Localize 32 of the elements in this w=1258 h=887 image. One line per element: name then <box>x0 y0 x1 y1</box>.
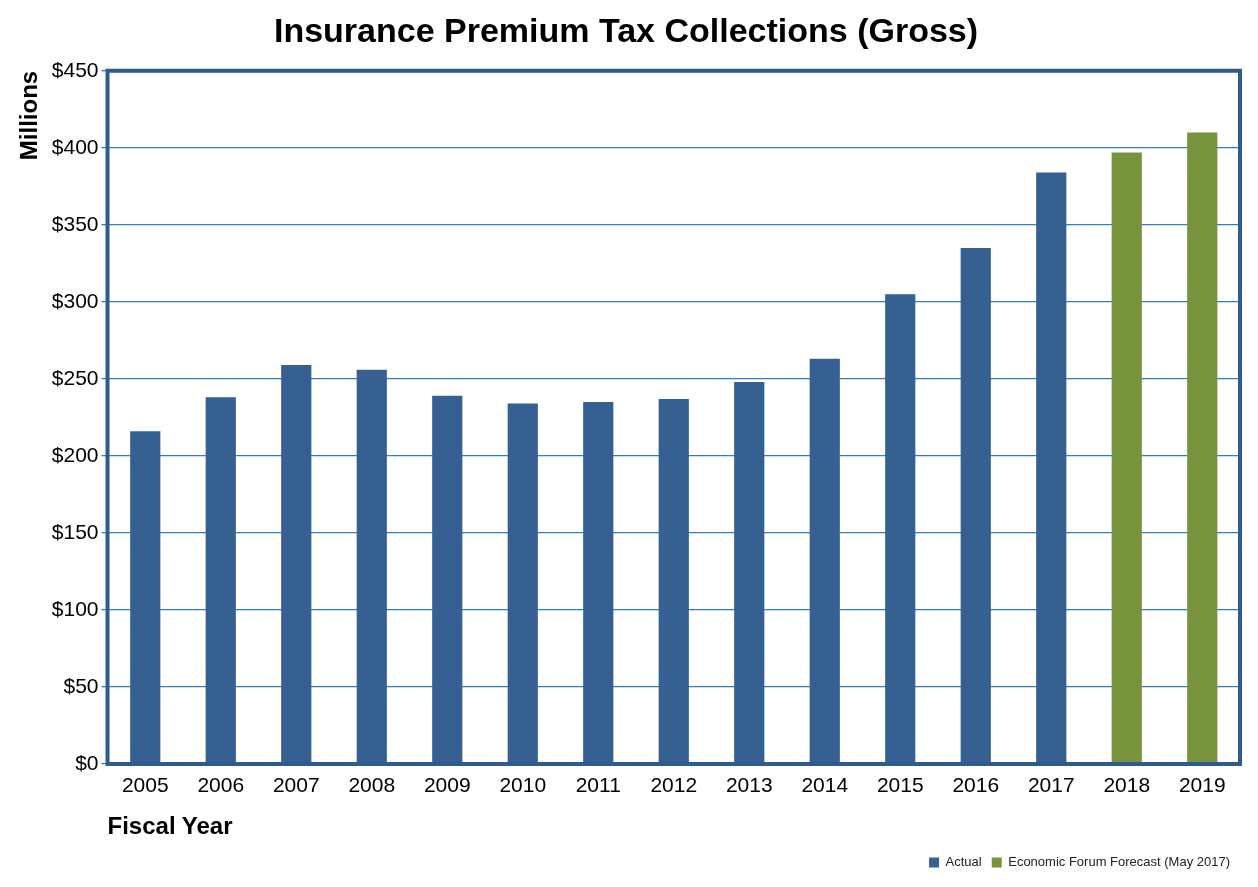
y-tick-label: $400 <box>51 134 99 158</box>
y-axis-title: Millions <box>15 70 43 161</box>
legend-label: Actual <box>945 854 982 870</box>
x-tick-label: 2008 <box>348 773 396 797</box>
x-tick-label: 2006 <box>197 773 245 797</box>
x-tick-label: 2010 <box>499 773 547 797</box>
bar <box>1111 152 1142 764</box>
x-tick-label: 2017 <box>1027 773 1075 797</box>
y-tick-label: $450 <box>51 57 99 81</box>
x-tick-label: 2019 <box>1178 773 1226 797</box>
x-tick-label: 2015 <box>876 773 924 797</box>
y-tick-label: $250 <box>51 365 99 389</box>
x-tick-label: 2005 <box>121 773 169 797</box>
y-tick-label: $300 <box>51 288 99 312</box>
y-tick-label: $100 <box>51 596 99 620</box>
y-tick-label: $200 <box>51 442 99 466</box>
x-tick-label: 2009 <box>423 773 471 797</box>
y-tick-label: $350 <box>51 211 99 235</box>
x-tick-label: 2011 <box>575 773 621 797</box>
bar <box>1187 132 1218 764</box>
chart-title: Insurance Premium Tax Collections (Gross) <box>273 10 979 49</box>
x-axis-title: Fiscal Year <box>107 812 233 840</box>
x-tick-label: 2014 <box>801 773 849 797</box>
y-tick-label: $50 <box>63 673 99 697</box>
y-tick-label: $150 <box>51 519 99 543</box>
x-tick-label: 2016 <box>952 773 1000 797</box>
x-tick-label: 2007 <box>272 773 320 797</box>
legend-label: Economic Forum Forecast (May 2017) <box>1008 854 1230 870</box>
y-tick-label: $0 <box>75 750 99 774</box>
x-tick-label: 2013 <box>725 773 773 797</box>
x-tick-label: 2012 <box>650 773 698 797</box>
x-tick-label: 2018 <box>1103 773 1151 797</box>
